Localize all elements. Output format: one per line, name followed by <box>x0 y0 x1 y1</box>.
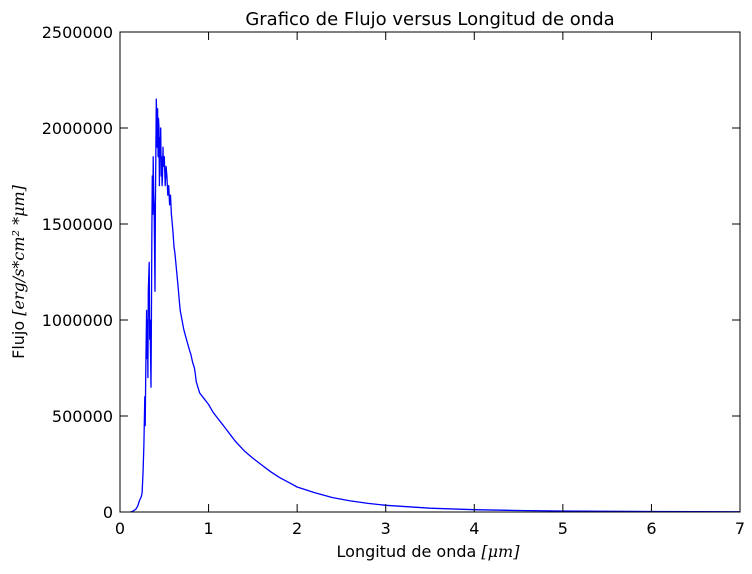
plot-background <box>120 32 740 512</box>
y-tick-label: 500000 <box>52 407 113 426</box>
y-tick-label: 2500000 <box>42 23 113 42</box>
plot-frame <box>119 31 741 513</box>
x-tick-label: 6 <box>646 519 656 538</box>
x-axis-ticks: 0 1 2 3 4 5 6 7 <box>115 32 745 538</box>
x-tick-label: 4 <box>469 519 479 538</box>
y-axis-ticks: 0 500000 1000000 1500000 2000000 2500000 <box>42 23 740 522</box>
x-axis-label-text: Longitud de onda <box>337 542 482 561</box>
y-axis-label: Flujo [erg/s*cm² *μm] <box>9 184 28 359</box>
flux-series-line <box>130 98 741 513</box>
y-axis-label-text: Flujo <box>9 316 28 359</box>
y-tick-label: 1500000 <box>42 215 113 234</box>
y-axis-label-unit: [erg/s*cm² *μm] <box>9 184 28 315</box>
x-axis-label: Longitud de onda [μm] <box>337 542 521 561</box>
y-tick-label: 0 <box>103 503 113 522</box>
y-tick-label: 2000000 <box>42 119 113 138</box>
x-tick-label: 1 <box>203 519 213 538</box>
x-tick-label: 3 <box>381 519 391 538</box>
x-axis-label-unit: [μm] <box>481 542 520 561</box>
x-tick-label: 2 <box>292 519 302 538</box>
x-tick-label: 0 <box>115 519 125 538</box>
x-tick-label: 5 <box>558 519 568 538</box>
plot-area <box>119 31 741 513</box>
x-tick-label: 7 <box>735 519 745 538</box>
chart-title: Grafico de Flujo versus Longitud de onda <box>245 9 614 30</box>
y-tick-label: 1000000 <box>42 311 113 330</box>
